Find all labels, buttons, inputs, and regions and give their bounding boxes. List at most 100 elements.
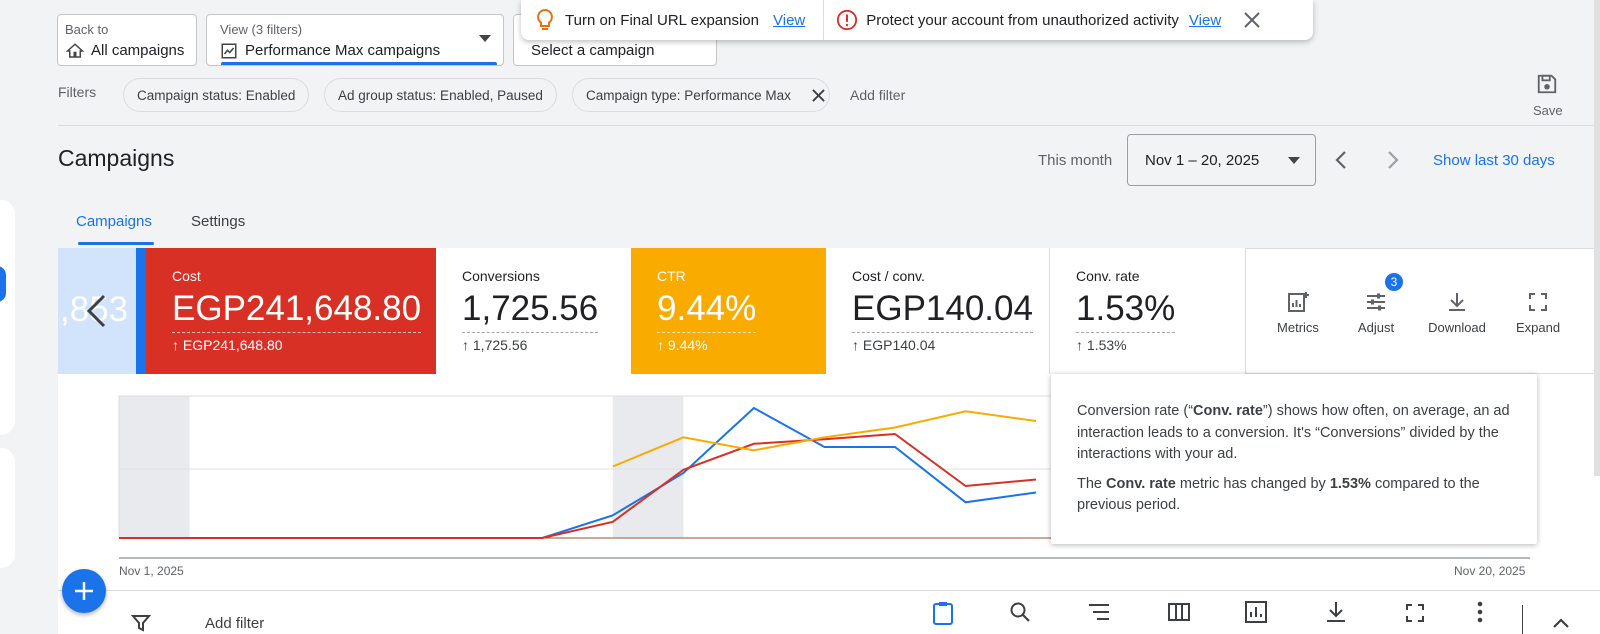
page-title: Campaigns: [58, 145, 175, 171]
conv-rate-tooltip: Conversion rate (“Conv. rate”) shows how…: [1051, 374, 1537, 544]
metrics-button[interactable]: Metrics: [1263, 290, 1333, 335]
tune-icon: [1367, 293, 1385, 311]
filters-label: Filters: [58, 84, 97, 100]
view-underline: [221, 62, 497, 65]
weekend-shade: [612, 396, 684, 538]
left-panel-edge: [0, 200, 15, 435]
filter-chip-campaign-type-label: Campaign type: Performance Max: [586, 87, 791, 103]
x-tick-label-start: Nov 1, 2025: [119, 564, 184, 578]
bottom-add-filter[interactable]: Add filter: [205, 615, 265, 632]
plus-icon: [75, 582, 93, 600]
back-value: All campaigns: [91, 42, 185, 59]
download-icon[interactable]: [1325, 601, 1347, 623]
notification-link-1[interactable]: View: [773, 11, 806, 29]
filter-icon[interactable]: [131, 613, 151, 633]
tab-indicator: [78, 242, 154, 245]
adjust-label: Adjust: [1357, 320, 1395, 335]
toolbar-divider: [1522, 605, 1523, 634]
metrics-icon: [1288, 292, 1309, 312]
save-icon[interactable]: [1536, 73, 1558, 95]
scorecard-value: 1,725.56: [462, 288, 599, 333]
scorecard-label: Cost: [172, 268, 201, 284]
scorecard-conv-rate[interactable]: Conv. rate 1.53% ↑ 1.53%: [1050, 248, 1246, 374]
scorecard-label: Conv. rate: [1076, 268, 1140, 284]
download-icon: [1449, 293, 1465, 311]
clipboard-icon[interactable]: [932, 601, 954, 625]
back-to-all-campaigns[interactable]: Back to All campaigns: [57, 14, 197, 66]
filter-chip-campaign-type[interactable]: Campaign type: Performance Max: [572, 78, 830, 112]
add-fab-button[interactable]: [62, 569, 106, 613]
date-range-value: Nov 1 – 20, 2025: [1145, 152, 1260, 169]
chart-icon: [221, 43, 237, 59]
scorecard-value: EGP241,648.80: [172, 288, 422, 333]
tab-campaigns[interactable]: Campaigns: [76, 213, 152, 230]
view-value: Performance Max campaigns: [245, 42, 441, 59]
dropdown-arrow-icon: [1288, 157, 1300, 164]
chevron-right-icon[interactable]: [1386, 150, 1400, 170]
date-range-picker[interactable]: Nov 1 – 20, 2025: [1127, 134, 1316, 186]
lightbulb-icon: [537, 8, 553, 30]
scorecard-cost[interactable]: Cost EGP241,648.80 ↑ EGP241,648.80: [146, 248, 436, 374]
add-filter-link[interactable]: Add filter: [850, 87, 906, 103]
scorecard-change: ↑ EGP140.04: [852, 337, 936, 353]
metrics-label: Metrics: [1277, 320, 1319, 335]
tooltip-change: The Conv. rate metric has changed by 1.5…: [1077, 475, 1480, 514]
bottom-toolbar: [58, 590, 1600, 634]
reports-icon[interactable]: [1245, 601, 1267, 623]
segment-icon[interactable]: [1088, 603, 1110, 621]
show-last-30-days[interactable]: Show last 30 days: [1433, 152, 1555, 169]
campaign-select-value: Select a campaign: [531, 42, 655, 59]
expand-icon[interactable]: [1405, 603, 1425, 623]
notification-text-1: Turn on Final URL expansion: [565, 11, 759, 29]
tooltip-definition: Conversion rate (“Conv. rate”) shows how…: [1077, 403, 1510, 462]
filter-chip-ad-group-status[interactable]: Ad group status: Enabled, Paused: [324, 78, 557, 112]
home-icon: [66, 43, 84, 58]
chevron-left-icon[interactable]: [85, 293, 107, 329]
chevron-left-icon[interactable]: [1334, 150, 1348, 170]
close-icon[interactable]: [1243, 11, 1261, 29]
series-line-1: [119, 432, 1037, 539]
remove-filter-icon[interactable]: [812, 89, 825, 102]
adjust-button[interactable]: Adjust: [1341, 290, 1411, 335]
chevron-up-icon[interactable]: [1552, 617, 1570, 629]
expand-button[interactable]: Expand: [1503, 290, 1573, 335]
back-label: Back to: [65, 22, 109, 37]
notification-link-2[interactable]: View: [1188, 11, 1222, 29]
scorecard-ctr[interactable]: CTR 9.44% ↑ 9.44%: [631, 248, 826, 374]
scorecard-label: CTR: [657, 268, 686, 284]
scorecard-hidden[interactable]: ,853: [58, 248, 136, 374]
more-vert-icon[interactable]: [1477, 601, 1483, 623]
scorecard-label: Cost / conv.: [852, 268, 925, 284]
left-panel-edge: [0, 448, 15, 568]
scorecard-value: 1.53%: [1076, 288, 1176, 333]
tab-settings[interactable]: Settings: [191, 213, 246, 230]
view-filter-select[interactable]: View (3 filters) Performance Max campaig…: [206, 14, 504, 66]
scorecard-change: ↑ 1,725.56: [462, 337, 528, 353]
scorecard-conversions[interactable]: Conversions 1,725.56 ↑ 1,725.56: [436, 248, 631, 374]
scorecard-change: ↑ 9.44%: [657, 337, 708, 353]
divider: [58, 125, 1600, 126]
scorecard-label: Conversions: [462, 268, 540, 284]
adjust-badge: 3: [1385, 273, 1403, 291]
performance-chart: [118, 395, 1531, 559]
notification-bar: Turn on Final URL expansion View Protect…: [521, 0, 1313, 40]
view-label: View (3 filters): [220, 22, 303, 37]
scrollbar[interactable]: [1594, 0, 1600, 476]
scorecard-hidden-value: ,853: [60, 290, 129, 329]
scorecard-blue-edge: [136, 248, 146, 374]
columns-icon[interactable]: [1168, 603, 1190, 621]
filter-chip-campaign-status[interactable]: Campaign status: Enabled: [123, 78, 310, 112]
date-label: This month: [1038, 152, 1113, 169]
expand-label: Expand: [1515, 320, 1561, 335]
scorecard-change: ↑ 1.53%: [1076, 337, 1127, 353]
notification-text-2: Protect your account from unauthorized a…: [866, 11, 1179, 29]
download-button[interactable]: Download: [1422, 290, 1492, 335]
weekend-shade: [119, 396, 190, 538]
left-blue-dot[interactable]: [0, 266, 6, 302]
scorecard-value: EGP140.04: [852, 288, 1033, 333]
scorecard-cost-per-conv[interactable]: Cost / conv. EGP140.04 ↑ EGP140.04: [826, 248, 1050, 374]
download-label: Download: [1428, 320, 1486, 335]
search-icon[interactable]: [1009, 601, 1031, 623]
save-label[interactable]: Save: [1533, 103, 1563, 118]
error-icon: [837, 9, 858, 31]
